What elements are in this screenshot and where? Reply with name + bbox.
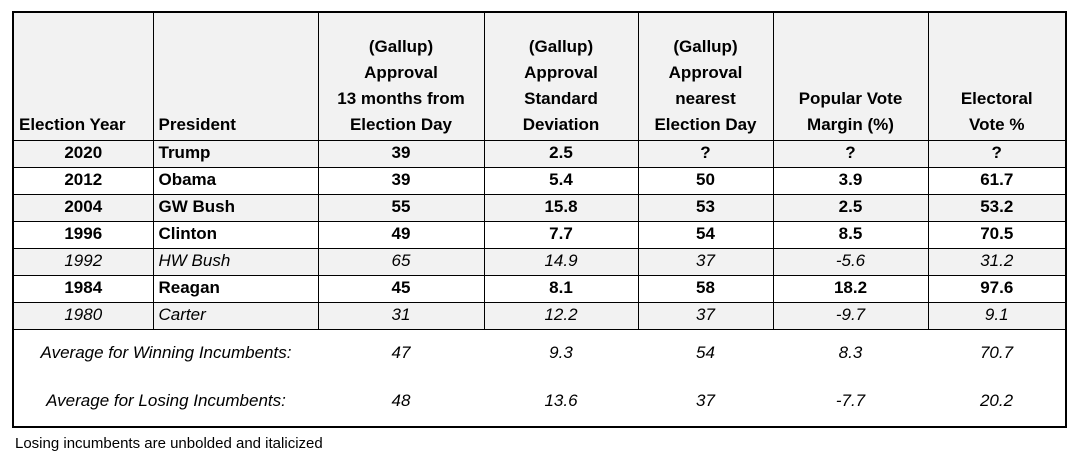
value-cell: 8.1 (483, 274, 639, 303)
value-cell: 53.2 (927, 193, 1067, 222)
president-cell: Reagan (152, 274, 319, 303)
value-cell: 45 (317, 274, 485, 303)
value-cell: 97.6 (927, 274, 1067, 303)
president-cell: Obama (152, 166, 319, 195)
summary-value: 9.3 (484, 329, 638, 378)
value-cell: 70.5 (927, 220, 1067, 249)
value-cell: -5.6 (772, 247, 929, 276)
president-cell: Carter (152, 301, 319, 330)
table-row-1984: 1984 Reagan 45 8.1 58 18.2 97.6 (12, 274, 1067, 303)
president-cell: Clinton (152, 220, 319, 249)
value-cell: 2.5 (772, 193, 929, 222)
summary-value: 13.6 (484, 377, 638, 427)
value-cell: 8.5 (772, 220, 929, 249)
value-cell: ? (927, 139, 1067, 168)
summary-value: 47 (318, 329, 484, 378)
header-approval-13-months: (Gallup) Approval 13 months from Electio… (317, 11, 485, 141)
value-cell: 39 (317, 139, 485, 168)
header-row: Election Year President (Gallup) Approva… (12, 11, 1067, 141)
summary-value: 70.7 (928, 329, 1066, 378)
table-row-2012: 2012 Obama 39 5.4 50 3.9 61.7 (12, 166, 1067, 195)
value-cell: ? (772, 139, 929, 168)
value-cell: 50 (637, 166, 774, 195)
president-cell: HW Bush (152, 247, 319, 276)
value-cell: 49 (317, 220, 485, 249)
value-cell: 61.7 (927, 166, 1067, 195)
incumbent-approval-table: Election Year President (Gallup) Approva… (12, 11, 1067, 428)
table-row-1996: 1996 Clinton 49 7.7 54 8.5 70.5 (12, 220, 1067, 249)
header-approval-nearest: (Gallup) Approval nearest Election Day (637, 11, 774, 141)
value-cell: 5.4 (483, 166, 639, 195)
value-cell: 18.2 (772, 274, 929, 303)
value-cell: 3.9 (772, 166, 929, 195)
summary-value: 54 (638, 329, 773, 378)
year-cell: 2012 (12, 166, 154, 195)
value-cell: 54 (637, 220, 774, 249)
value-cell: -9.7 (772, 301, 929, 330)
value-cell: 31 (317, 301, 485, 330)
president-cell: GW Bush (152, 193, 319, 222)
header-popular-vote-margin: Popular Vote Margin (%) (772, 11, 929, 141)
value-cell: 39 (317, 166, 485, 195)
table-container: Election Year President (Gallup) Approva… (12, 11, 1067, 452)
value-cell: 2.5 (483, 139, 639, 168)
header-election-year: Election Year (12, 11, 154, 141)
value-cell: 37 (637, 301, 774, 330)
year-cell: 1996 (12, 220, 154, 249)
header-approval-std-dev: (Gallup) Approval Standard Deviation (483, 11, 639, 141)
summary-row-winning: Average for Winning Incumbents: 47 9.3 5… (13, 329, 1066, 378)
value-cell: ? (637, 139, 774, 168)
summary-label: Average for Winning Incumbents: (13, 329, 318, 378)
value-cell: 31.2 (927, 247, 1067, 276)
value-cell: 53 (637, 193, 774, 222)
value-cell: 12.2 (483, 301, 639, 330)
footnote: Losing incumbents are unbolded and itali… (15, 434, 323, 452)
summary-label: Average for Losing Incumbents: (13, 377, 318, 427)
table-row-2004: 2004 GW Bush 55 15.8 53 2.5 53.2 (12, 193, 1067, 222)
year-cell: 2020 (12, 139, 154, 168)
year-cell: 1980 (12, 301, 154, 330)
summary-row-losing: Average for Losing Incumbents: 48 13.6 3… (13, 377, 1066, 427)
summary-value: 48 (318, 377, 484, 427)
value-cell: 14.9 (483, 247, 639, 276)
year-cell: 2004 (12, 193, 154, 222)
president-cell: Trump (152, 139, 319, 168)
header-electoral-vote: Electoral Vote % (927, 11, 1067, 141)
summary-value: 20.2 (928, 377, 1066, 427)
value-cell: 58 (637, 274, 774, 303)
summary-value: 8.3 (773, 329, 928, 378)
year-cell: 1984 (12, 274, 154, 303)
value-cell: 15.8 (483, 193, 639, 222)
summary-value: -7.7 (773, 377, 928, 427)
table-row-1980: 1980 Carter 31 12.2 37 -9.7 9.1 (12, 301, 1067, 330)
value-cell: 7.7 (483, 220, 639, 249)
header-president: President (152, 11, 319, 141)
table-row-2020: 2020 Trump 39 2.5 ? ? ? (12, 139, 1067, 168)
year-cell: 1992 (12, 247, 154, 276)
value-cell: 9.1 (927, 301, 1067, 330)
summary-value: 37 (638, 377, 773, 427)
table-row-1992: 1992 HW Bush 65 14.9 37 -5.6 31.2 (12, 247, 1067, 276)
value-cell: 65 (317, 247, 485, 276)
value-cell: 37 (637, 247, 774, 276)
value-cell: 55 (317, 193, 485, 222)
